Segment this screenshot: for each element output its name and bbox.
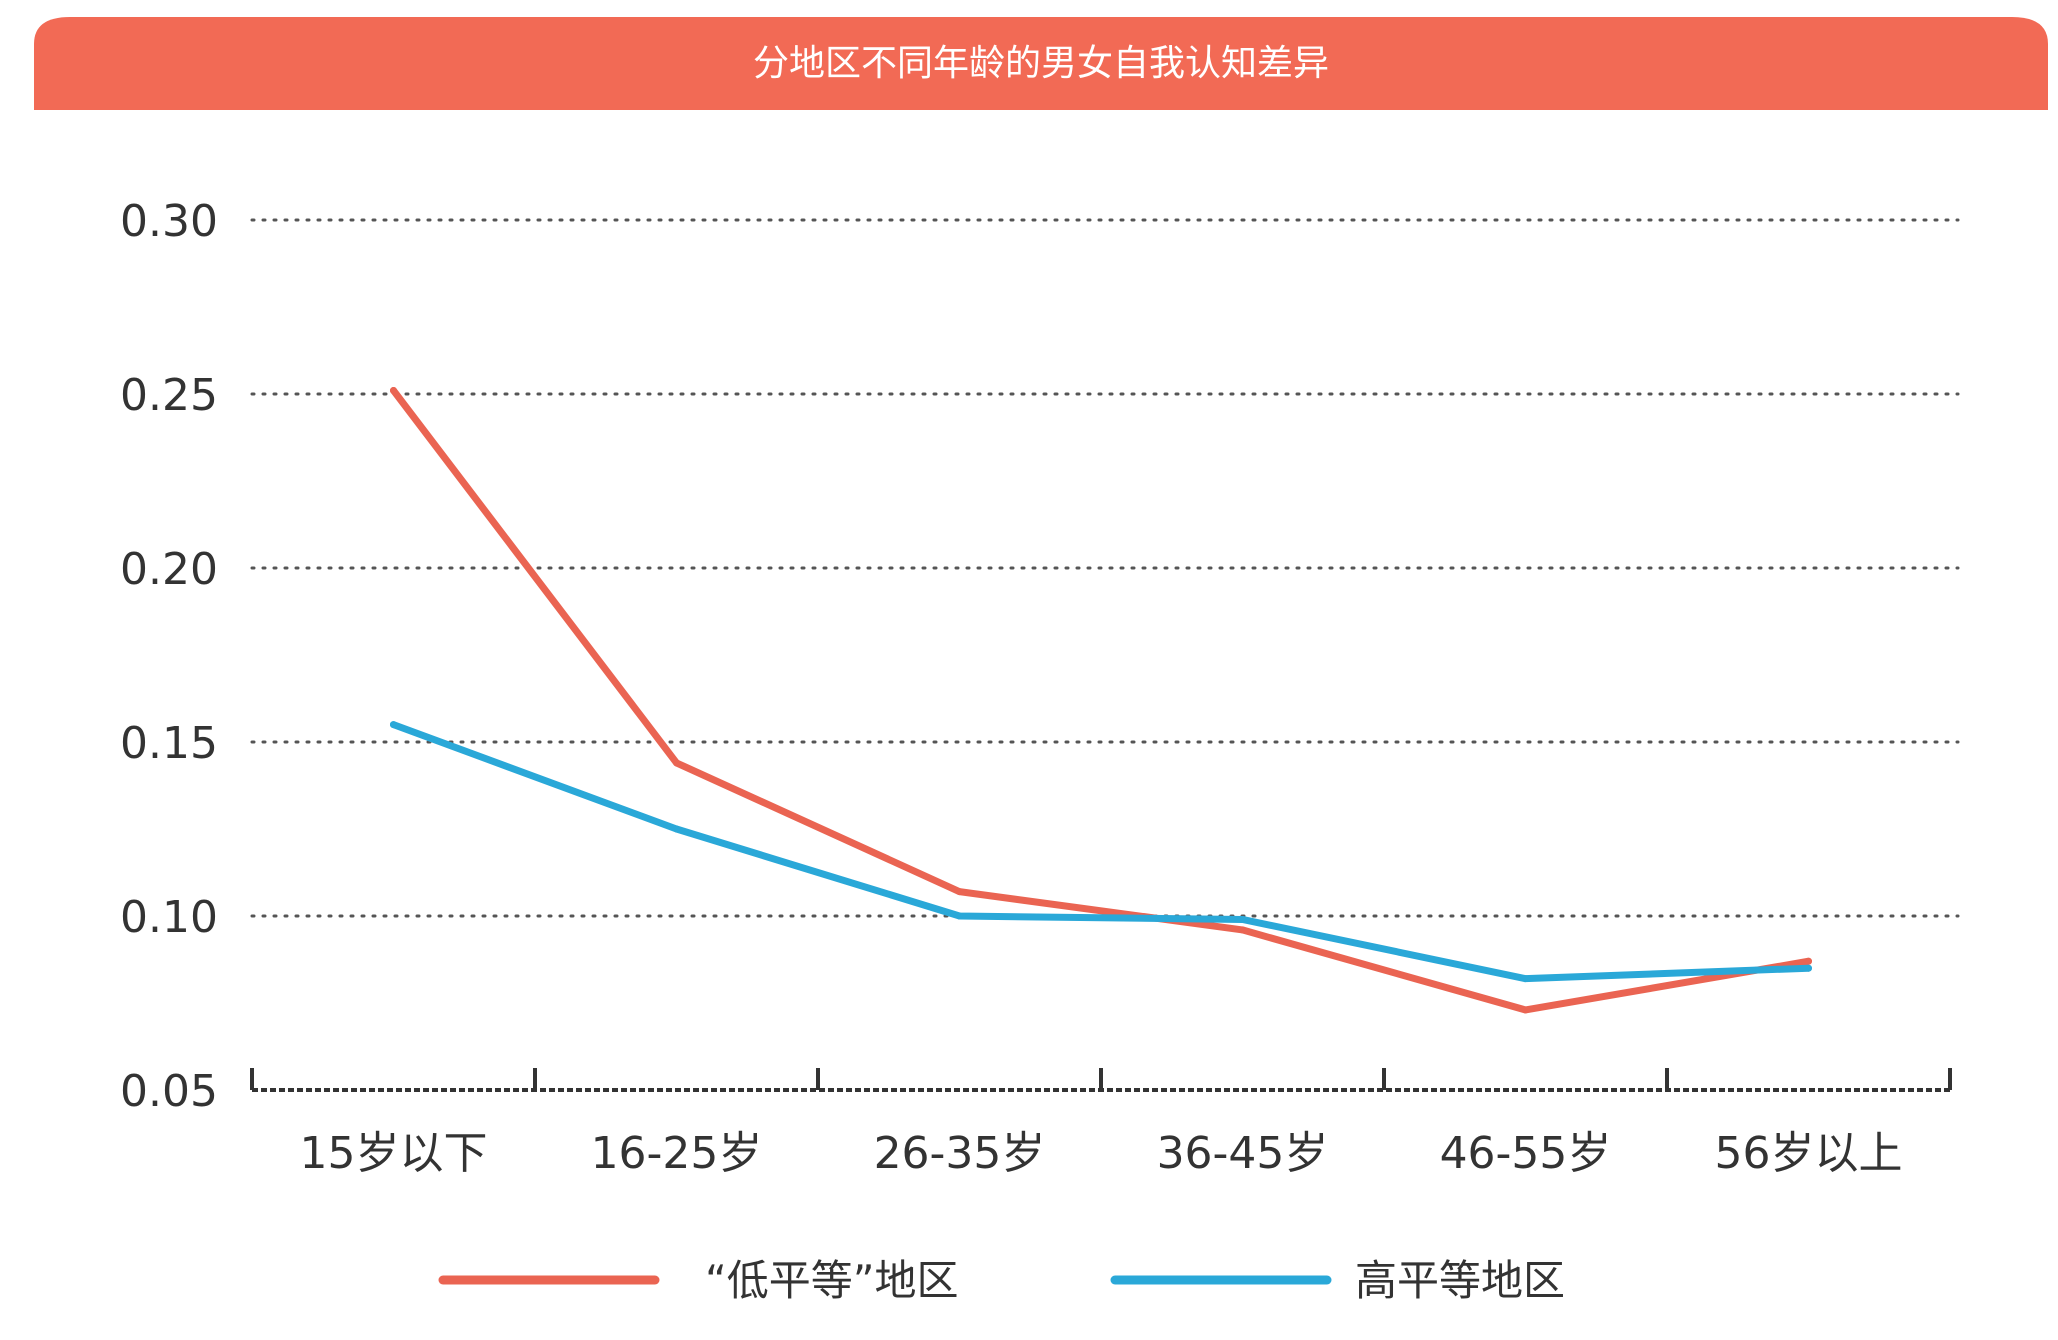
data-point <box>956 912 963 920</box>
chart-title: 分地区不同年龄的男女自我认知差异 <box>753 43 1329 84</box>
y-tick-label: 0.05 <box>120 1066 218 1117</box>
legend: “低平等”地区 高平等地区 <box>438 1256 1565 1305</box>
data-point <box>673 825 680 833</box>
data-point <box>390 721 397 729</box>
grid-lines <box>250 218 1960 918</box>
x-tick-label: 56岁以上 <box>1715 1128 1903 1179</box>
y-tick-label: 0.15 <box>120 718 218 769</box>
data-point <box>1522 975 1529 983</box>
data-point <box>1805 964 1812 972</box>
data-point <box>1239 926 1246 934</box>
x-tick-label: 16-25岁 <box>591 1128 763 1179</box>
data-point <box>956 888 963 896</box>
data-point <box>1239 915 1246 923</box>
series-lines <box>390 387 1812 1014</box>
data-point <box>1522 1006 1529 1014</box>
x-tick-label: 36-45岁 <box>1157 1128 1329 1179</box>
y-tick-label: 0.10 <box>120 892 218 943</box>
series-line-0 <box>390 387 1812 1014</box>
y-tick-label: 0.20 <box>120 544 218 595</box>
y-tick-label: 0.30 <box>120 196 218 247</box>
data-point <box>390 387 397 395</box>
legend-label: “低平等”地区 <box>705 1256 959 1305</box>
legend-label: 高平等地区 <box>1355 1256 1565 1305</box>
data-point <box>673 759 680 767</box>
x-tick-label: 15岁以下 <box>300 1128 488 1179</box>
data-point <box>1805 957 1812 965</box>
header-banner <box>34 17 2048 110</box>
chart-header: 分地区不同年龄的男女自我认知差异 <box>34 17 2048 110</box>
y-tick-label: 0.25 <box>120 370 218 421</box>
x-tick-label: 26-35岁 <box>874 1128 1046 1179</box>
y-axis: 0.05 0.10 0.15 0.20 0.25 0.30 <box>120 196 218 1117</box>
series-line-1 <box>390 721 1812 983</box>
x-tick-label: 46-55岁 <box>1440 1128 1612 1179</box>
x-axis: 15岁以下 16-25岁 26-35岁 36-45岁 46-55岁 56岁以上 <box>250 1068 1952 1179</box>
